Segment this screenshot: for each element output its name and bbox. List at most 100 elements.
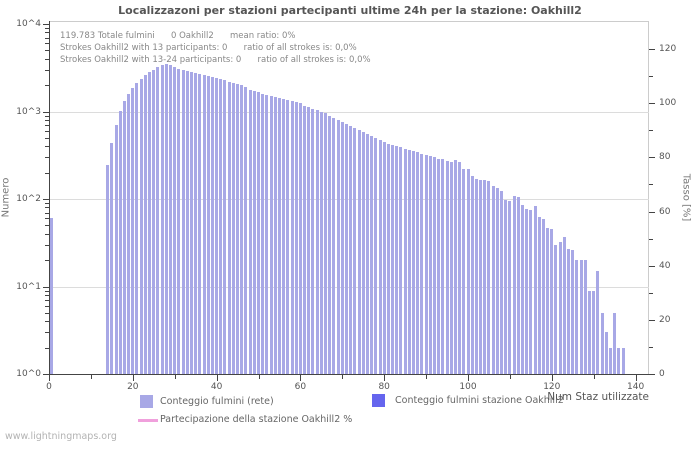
bar xyxy=(290,101,294,374)
bar xyxy=(575,260,579,374)
bar xyxy=(340,121,344,374)
y-axis-label-right: Tasso [%] xyxy=(680,173,692,222)
right-minor-tick xyxy=(649,76,653,78)
bar xyxy=(156,66,160,374)
x-major-tick xyxy=(132,375,134,381)
bar xyxy=(135,82,139,374)
x-tick-label: 40 xyxy=(210,382,223,392)
legend-line-participation xyxy=(138,419,158,422)
left-minor-tick xyxy=(45,43,49,45)
bar xyxy=(215,77,219,374)
left-minor-tick xyxy=(45,50,49,52)
bar xyxy=(349,125,353,374)
left-minor-tick xyxy=(45,244,49,246)
bar xyxy=(131,87,135,374)
bar xyxy=(474,178,478,374)
right-minor-tick xyxy=(649,238,653,240)
left-minor-tick xyxy=(45,157,49,159)
bar xyxy=(407,150,411,374)
bar xyxy=(516,197,520,374)
bar xyxy=(537,217,541,374)
bar xyxy=(269,95,273,374)
bar xyxy=(458,161,462,374)
bar xyxy=(143,74,147,374)
bar xyxy=(236,84,240,374)
bar xyxy=(282,98,286,374)
x-tick-label: 60 xyxy=(294,382,307,392)
left-minor-tick xyxy=(45,225,49,227)
bar xyxy=(202,74,206,374)
chart-title: Localizzazoni per stazioni partecipanti … xyxy=(118,4,582,17)
bar xyxy=(370,135,374,374)
right-major-tick xyxy=(649,49,655,51)
x-major-tick xyxy=(384,375,386,381)
bar xyxy=(227,81,231,374)
right-major-tick xyxy=(649,211,655,213)
bar xyxy=(357,129,361,374)
left-minor-tick xyxy=(45,207,49,209)
bottom-axis-line xyxy=(49,374,650,375)
left-axis-line xyxy=(49,21,50,375)
bar xyxy=(139,78,143,374)
bar xyxy=(231,82,235,374)
bar xyxy=(177,68,181,374)
right-tick-label: 40 xyxy=(659,260,671,271)
right-major-tick xyxy=(649,374,655,375)
bar xyxy=(240,85,244,374)
bar xyxy=(583,260,587,374)
x-major-tick xyxy=(635,375,637,381)
bar xyxy=(294,102,298,374)
left-minor-tick xyxy=(45,312,49,314)
bar xyxy=(169,64,172,374)
bar xyxy=(223,80,227,374)
gridline xyxy=(49,286,649,288)
x-tick-label: 140 xyxy=(627,382,645,392)
left-minor-tick xyxy=(45,37,49,39)
x-minor-tick xyxy=(258,375,260,379)
x-major-tick xyxy=(551,375,553,381)
left-major-tick xyxy=(43,24,49,25)
bar xyxy=(441,159,445,374)
x-minor-tick xyxy=(174,375,176,379)
bar xyxy=(554,244,558,374)
left-minor-tick xyxy=(45,218,49,220)
left-minor-tick xyxy=(45,300,49,302)
right-minor-tick xyxy=(649,346,653,348)
bar xyxy=(148,71,152,374)
bar xyxy=(495,188,499,374)
bar xyxy=(185,70,189,374)
x-tick-label: 100 xyxy=(459,382,477,392)
bar xyxy=(378,139,382,374)
right-tick-label: 60 xyxy=(659,206,671,217)
x-tick-label: 20 xyxy=(127,382,139,392)
left-minor-tick xyxy=(45,212,49,214)
bar xyxy=(307,106,311,374)
bar xyxy=(361,131,365,374)
bar xyxy=(462,168,466,374)
x-minor-tick xyxy=(90,375,92,379)
bar xyxy=(541,219,545,374)
left-minor-tick xyxy=(45,203,49,204)
bar xyxy=(466,169,470,374)
bar xyxy=(273,96,277,374)
left-minor-tick xyxy=(45,294,49,296)
bar xyxy=(483,179,487,374)
left-minor-tick xyxy=(45,260,49,262)
bar xyxy=(491,185,495,374)
bar xyxy=(432,157,436,374)
bar xyxy=(579,260,583,374)
bar xyxy=(248,90,252,374)
bar xyxy=(122,100,126,374)
bar xyxy=(160,64,164,374)
bar xyxy=(512,196,516,374)
bar xyxy=(546,227,550,374)
bar xyxy=(525,208,529,374)
left-minor-tick xyxy=(45,146,49,148)
bar xyxy=(114,125,118,374)
left-minor-tick xyxy=(45,115,49,117)
gridline xyxy=(49,111,649,113)
bar xyxy=(600,312,604,374)
bar xyxy=(437,158,441,374)
x-tick-label: 80 xyxy=(378,382,390,392)
bar xyxy=(194,72,198,374)
